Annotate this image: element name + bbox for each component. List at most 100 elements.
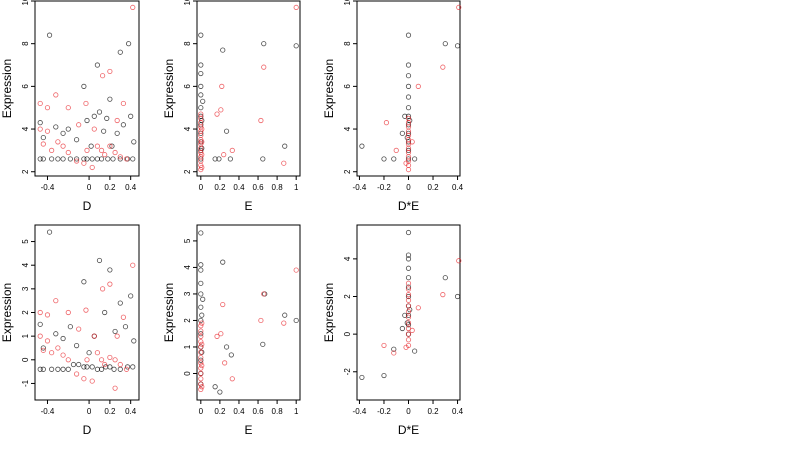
data-point: [198, 291, 204, 297]
y-axis-label: Expression: [0, 283, 14, 342]
data-point: [454, 293, 461, 300]
data-point: [261, 41, 267, 47]
data-point: [405, 252, 412, 258]
data-point: [198, 32, 204, 38]
data-point: [261, 64, 267, 70]
plot-frame: [356, 224, 461, 401]
x-tick-label: 0: [87, 407, 92, 416]
x-tick-label: 0.2: [104, 183, 116, 192]
data-point: [67, 324, 73, 330]
data-point: [40, 134, 46, 141]
data-point: [86, 350, 92, 356]
data-point: [53, 331, 59, 337]
data-point: [104, 115, 110, 121]
data-point: [37, 309, 43, 316]
y-tick-label: 5: [183, 238, 192, 243]
data-point: [403, 344, 409, 350]
data-point: [199, 152, 205, 158]
data-point: [391, 156, 397, 162]
data-point: [107, 68, 113, 75]
x-tick-label: 0.2: [214, 407, 226, 416]
data-point: [117, 154, 123, 160]
data-point: [222, 360, 228, 366]
data-point: [81, 83, 87, 89]
data-point: [114, 130, 120, 136]
data-point: [117, 49, 123, 55]
data-point: [405, 331, 412, 337]
y-tick-label: 4: [21, 262, 30, 267]
data-point: [55, 139, 61, 145]
data-point: [412, 348, 418, 354]
y-tick-label: 2: [183, 169, 192, 174]
data-point: [198, 333, 204, 339]
data-point: [65, 149, 71, 156]
data-point: [199, 164, 205, 171]
data-point: [44, 105, 51, 111]
data-point: [391, 346, 397, 352]
data-point: [60, 366, 66, 372]
y-axis-label: Expression: [162, 59, 176, 118]
data-point: [198, 111, 204, 117]
data-point: [112, 149, 118, 156]
data-point: [198, 267, 204, 273]
data-point: [405, 314, 412, 320]
y-tick-label: 4: [343, 126, 352, 131]
data-point: [55, 156, 61, 162]
data-point: [96, 257, 103, 264]
y-tick-label: 1: [183, 344, 192, 349]
data-point: [131, 338, 137, 344]
data-point: [199, 384, 205, 390]
y-tick-label: 6: [21, 84, 30, 89]
x-tick-label: 1: [294, 407, 299, 416]
y-tick-label: 4: [183, 265, 192, 270]
data-point: [117, 361, 123, 368]
scatter-panel: -0.4 0 0.2 0.4 2 4 6 8 10 D Expression: [0, 0, 140, 213]
data-point: [96, 109, 103, 115]
x-axis-label: D: [83, 199, 92, 213]
y-tick-label: 8: [21, 41, 30, 46]
data-point: [405, 83, 412, 89]
x-tick-label: 0: [199, 183, 204, 192]
data-point: [111, 366, 117, 372]
y-tick-label: 0: [21, 357, 30, 362]
y-tick-label: 2: [183, 318, 192, 323]
x-tick-label: 0: [87, 183, 92, 192]
data-point: [219, 83, 225, 89]
data-point: [49, 350, 55, 356]
data-point: [89, 164, 95, 171]
x-tick-label: -0.2: [377, 407, 391, 416]
y-tick-label: 4: [183, 126, 192, 131]
data-point: [89, 378, 95, 384]
data-point: [198, 92, 204, 98]
data-point: [442, 275, 448, 281]
data-point: [130, 4, 136, 11]
data-point: [405, 265, 412, 271]
x-tick-label: 0.4: [125, 407, 137, 416]
data-point: [67, 156, 73, 162]
data-point: [405, 275, 412, 281]
data-point: [65, 105, 71, 111]
data-point: [112, 328, 118, 335]
data-point: [198, 365, 204, 371]
x-tick-label: 0.2: [427, 183, 439, 192]
x-tick-label: 0.6: [252, 183, 264, 192]
data-point: [131, 139, 137, 145]
x-tick-label: 0.2: [214, 183, 226, 192]
data-point: [198, 280, 204, 286]
data-point: [198, 105, 204, 111]
data-point: [94, 62, 101, 68]
data-point: [112, 385, 118, 391]
y-tick-label: 2: [21, 310, 30, 315]
data-point: [60, 156, 66, 162]
data-point: [49, 366, 55, 372]
data-point: [409, 327, 415, 333]
y-axis-label: Expression: [162, 283, 176, 342]
data-point: [37, 126, 43, 132]
y-tick-label: -2: [343, 368, 352, 376]
data-point: [405, 166, 412, 173]
data-point: [220, 47, 226, 53]
data-point: [381, 372, 387, 379]
data-point: [65, 126, 71, 132]
data-point: [126, 41, 132, 47]
data-point: [130, 156, 136, 162]
